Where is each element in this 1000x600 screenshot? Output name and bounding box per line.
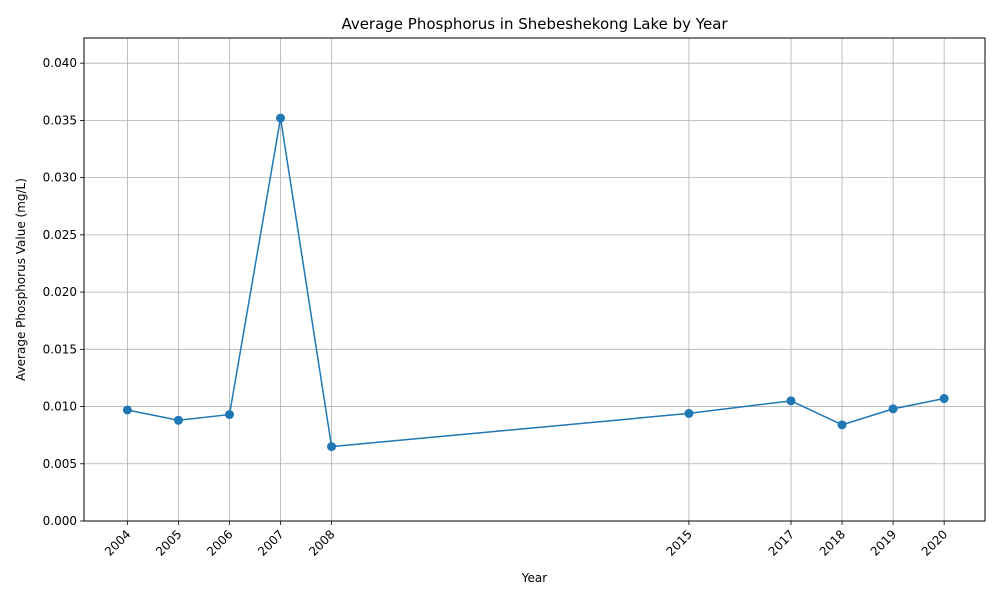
data-point <box>122 405 132 415</box>
y-tick-label: 0.040 <box>43 56 77 70</box>
data-point <box>327 442 337 452</box>
data-point <box>837 420 847 430</box>
y-tick-label: 0.035 <box>43 113 77 127</box>
y-tick-label: 0.030 <box>43 171 77 185</box>
plot-frame <box>83 37 986 522</box>
y-tick-label: 0.010 <box>43 400 77 414</box>
data-point <box>173 415 183 425</box>
y-tick-label: 0.015 <box>43 342 77 356</box>
y-axis-label: Average Phosphorus Value (mg/L) <box>14 178 28 381</box>
data-point <box>276 113 286 123</box>
y-tick-label: 0.025 <box>43 228 77 242</box>
chart-title: Average Phosphorus in Shebeshekong Lake … <box>341 15 728 33</box>
data-point <box>684 408 694 418</box>
y-tick-label: 0.000 <box>43 514 77 528</box>
y-tick-label: 0.020 <box>43 285 77 299</box>
data-point <box>939 394 949 404</box>
x-axis-label: Year <box>521 571 547 585</box>
y-axis: 0.000 0.005 0.010 0.015 0.020 0.025 0.030 0.035… <box>43 56 84 528</box>
data-point <box>786 396 796 406</box>
series-line <box>127 117 945 448</box>
data-point <box>888 404 898 414</box>
series-layer <box>122 113 949 452</box>
data-point <box>224 410 234 420</box>
y-tick-label: 0.005 <box>43 457 77 471</box>
grid <box>84 38 985 522</box>
